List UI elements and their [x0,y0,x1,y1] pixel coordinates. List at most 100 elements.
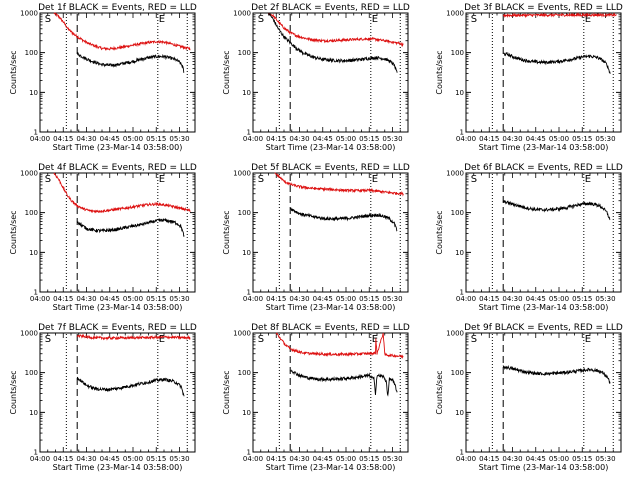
lld-series-line [268,12,404,48]
x-axis-label: Start Time (23-Mar-14 03:58:00) [53,143,183,152]
start-marker-label: S [258,174,264,185]
end-marker-label: E [159,334,165,345]
y-tick-label: 1 [460,449,464,457]
end-marker-label: E [372,334,378,345]
y-tick-label: 100 [451,49,464,57]
x-tick-label: 05:15 [572,295,592,303]
events-series-line [502,200,611,221]
x-tick-label: 04:00 [243,135,263,143]
x-tick-label: 04:00 [243,455,263,463]
events-series-line [76,51,185,73]
x-tick-label: 05:00 [336,455,356,463]
y-tick-label: 1000 [233,10,251,18]
x-tick-label: 05:15 [572,455,592,463]
x-tick-label: 04:15 [53,295,73,303]
end-marker-label: E [585,14,591,25]
plot-frame [39,172,196,293]
panel-title: Det 2f BLACK = Events, RED = LLD [251,3,410,13]
x-tick-label: 05:15 [359,455,379,463]
panel-title: Det 1f BLACK = Events, RED = LLD [38,3,197,13]
x-tick-label: 04:30 [76,455,96,463]
plot-frame [252,172,409,293]
x-tick-label: 04:30 [502,295,522,303]
y-tick-label: 1 [247,289,251,297]
panel-title: Det 7f BLACK = Events, RED = LLD [38,323,197,333]
x-tick-label: 04:45 [100,455,120,463]
x-tick-label: 05:00 [123,135,143,143]
events-series-line [289,369,398,397]
plot-frame [465,12,622,133]
x-tick-label: 04:15 [53,135,73,143]
start-marker-label: S [471,174,477,185]
y-tick-label: 100 [25,209,38,217]
x-tick-label: 05:00 [123,295,143,303]
x-tick-label: 04:30 [502,455,522,463]
y-tick-label: 1000 [233,170,251,178]
y-tick-label: 100 [25,369,38,377]
x-tick-label: 05:00 [336,295,356,303]
x-tick-label: 05:15 [359,295,379,303]
end-marker-label: E [372,174,378,185]
panel-det-3: Det 3f BLACK = Events, RED = LLD 1 10 100 10… [435,3,623,152]
x-axis-label: Start Time (23-Mar-14 03:58:00) [479,143,609,152]
y-axis-label: Counts/sec [435,370,444,414]
panel-title: Det 9f BLACK = Events, RED = LLD [464,323,623,333]
x-tick-label: 04:45 [526,455,546,463]
x-axis-label: Start Time (23-Mar-14 03:58:00) [53,463,183,472]
x-tick-label: 05:00 [549,135,569,143]
x-tick-label: 04:15 [479,295,499,303]
y-axis-label: Counts/sec [222,370,231,414]
x-tick-label: 05:00 [336,135,356,143]
lld-series-line [502,12,617,19]
x-tick-label: 05:30 [382,455,402,463]
x-tick-label: 05:30 [169,295,189,303]
x-tick-label: 04:30 [289,135,309,143]
x-tick-label: 04:45 [526,135,546,143]
y-tick-label: 1000 [233,330,251,338]
x-tick-label: 05:15 [146,135,166,143]
x-tick-label: 04:30 [289,295,309,303]
events-series-line [503,51,611,74]
plot-frame [39,12,196,133]
events-series-line [76,217,185,237]
y-tick-label: 10 [455,409,464,417]
x-tick-label: 04:15 [479,455,499,463]
panel-title: Det 8f BLACK = Events, RED = LLD [251,323,410,333]
x-tick-label: 04:00 [30,295,50,303]
y-tick-label: 10 [29,249,38,257]
lld-series-line [53,172,191,214]
y-tick-label: 1000 [20,10,38,18]
y-tick-label: 100 [451,209,464,217]
panel-det-4: Det 4f BLACK = Events, RED = LLD 1 10 100 10… [9,163,197,312]
x-tick-label: 04:15 [266,135,286,143]
x-tick-label: 05:30 [595,455,615,463]
y-tick-label: 100 [238,209,251,217]
x-tick-label: 05:00 [123,455,143,463]
x-tick-label: 05:30 [595,135,615,143]
x-tick-label: 05:00 [549,455,569,463]
plot-frame [252,12,409,133]
x-tick-label: 04:15 [479,135,499,143]
x-tick-label: 05:15 [359,135,379,143]
start-marker-label: S [258,334,264,345]
plot-frame [465,332,622,453]
panel-title: Det 4f BLACK = Events, RED = LLD [38,163,197,173]
y-axis-label: Counts/sec [222,50,231,94]
events-series-line [502,364,611,385]
x-tick-label: 04:45 [313,135,333,143]
start-marker-label: S [45,14,51,25]
x-tick-label: 05:30 [169,455,189,463]
y-axis-label: Counts/sec [9,210,18,254]
x-tick-label: 05:30 [169,135,189,143]
x-tick-label: 04:45 [100,135,120,143]
x-axis-label: Start Time (23-Mar-14 03:58:00) [53,303,183,312]
y-axis-label: Counts/sec [222,210,231,254]
y-axis-label: Counts/sec [9,50,18,94]
panel-det-7: Det 7f BLACK = Events, RED = LLD 1 10 100 10… [9,323,197,472]
events-series-line [268,12,398,73]
panel-det-8: Det 8f BLACK = Events, RED = LLD 1 10 100 10… [222,323,410,472]
x-tick-label: 04:00 [30,455,50,463]
x-tick-label: 04:30 [76,295,96,303]
panel-title: Det 5f BLACK = Events, RED = LLD [251,163,410,173]
